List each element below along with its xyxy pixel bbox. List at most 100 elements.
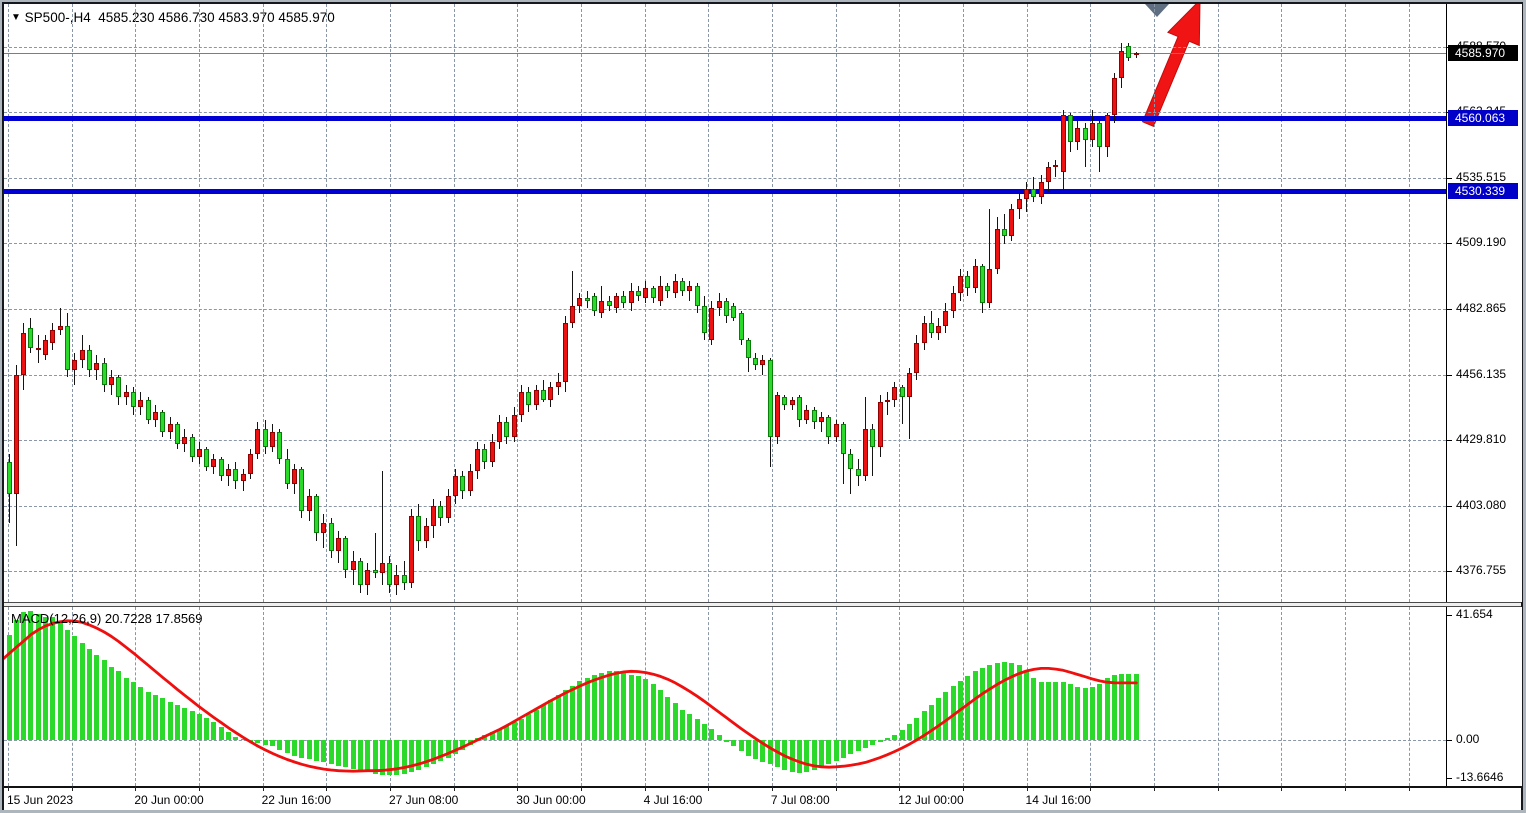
macd-histogram-bar	[862, 740, 868, 748]
candle-body-bull	[57, 325, 63, 331]
vertical-gridline	[198, 607, 200, 786]
macd-histogram-bar	[643, 679, 649, 740]
macd-axis[interactable]: 41.654 0.00 -13.6646	[1446, 607, 1522, 786]
candle-wick	[59, 308, 61, 336]
price-tick-label: 4376.755	[1456, 563, 1507, 578]
macd-histogram-bar	[240, 739, 246, 741]
price-tick-mark	[1447, 308, 1452, 310]
candle-body-bull	[511, 414, 517, 437]
candle-wick	[572, 271, 574, 328]
macd-histogram-bar	[211, 722, 217, 740]
candle-body-bull	[921, 323, 927, 343]
candle-body-bull	[555, 382, 561, 388]
red-up-arrow[interactable]	[4, 4, 1446, 602]
macd-indicator-pane[interactable]: MACD(12,26,9) 20.7228 17.8569	[4, 607, 1446, 786]
time-tick-mark	[1026, 786, 1028, 791]
price-chart-pane[interactable]: ▼ SP500-,H4 4585.230 4586.730 4583.970 4…	[4, 4, 1446, 602]
vertical-gridline	[708, 4, 710, 602]
candle-body-bull	[943, 310, 949, 326]
price-tick-label: 4429.810	[1456, 431, 1507, 446]
macd-histogram-bar	[592, 674, 598, 740]
macd-histogram-bar	[841, 740, 846, 758]
macd-histogram-bar	[789, 740, 795, 772]
macd-histogram-bar	[401, 740, 407, 774]
macd-histogram-bar	[584, 677, 590, 740]
symbol-dropdown-icon[interactable]: ▼	[11, 12, 21, 23]
macd-histogram-bar	[540, 704, 546, 740]
macd-histogram-bar	[335, 740, 341, 766]
macd-histogram-bar	[1067, 684, 1073, 740]
candle-body-bull	[1111, 78, 1117, 116]
macd-histogram-bar	[936, 698, 942, 740]
macd-histogram-bar	[1111, 674, 1117, 740]
time-tick-label: 12 Jul 00:00	[898, 793, 964, 807]
candle-body-bear	[401, 575, 407, 583]
macd-histogram-bar	[679, 709, 685, 740]
candle-body-bear	[101, 362, 107, 385]
macd-histogram-bar	[379, 740, 385, 776]
candle-body-bull	[862, 429, 868, 477]
time-tick-mark	[1408, 786, 1410, 791]
macd-tick-label: 41.654	[1456, 607, 1493, 621]
candle-body-bear	[679, 280, 685, 291]
candle-body-bull	[877, 402, 883, 447]
macd-tick-mark	[1447, 740, 1452, 741]
candle-body-bear	[753, 357, 759, 366]
candle-body-bear	[372, 570, 378, 573]
candle-body-bear	[1002, 229, 1008, 237]
time-tick-label: 30 Jun 00:00	[516, 793, 586, 807]
time-axis[interactable]: 15 Jun 2023 20 Jun 00:00 22 Jun 16:00 27 Ju…	[4, 786, 1521, 810]
time-tick-label: 27 Jun 08:00	[388, 793, 459, 807]
macd-histogram-bar	[797, 740, 803, 773]
candle-body-bear	[504, 421, 510, 437]
candle-body-bull	[270, 431, 276, 447]
macd-histogram-bar	[313, 740, 319, 761]
macd-histogram-bar	[416, 740, 422, 771]
horizontal-gridline	[4, 374, 1446, 376]
candle-body-bear	[606, 300, 612, 306]
macd-histogram-bar	[1031, 677, 1037, 740]
vertical-gridline	[517, 607, 519, 786]
candle-body-bull	[394, 575, 400, 586]
level-price-label: 4560.063	[1448, 109, 1518, 126]
candle-body-bull	[79, 350, 85, 361]
pane-separator[interactable]	[4, 602, 1521, 607]
candle-body-bull	[987, 268, 993, 304]
time-tick-mark	[135, 786, 137, 791]
candle-body-bear	[262, 429, 268, 447]
candle-body-bull	[936, 325, 942, 333]
price-axis[interactable]: 4588.5704562.2454535.5154509.1904482.865…	[1446, 4, 1522, 602]
candle-body-bull	[167, 424, 173, 432]
macd-histogram-bar	[833, 740, 839, 761]
candle-body-bear	[826, 417, 832, 437]
macd-histogram-bar	[1133, 673, 1139, 740]
vertical-gridline	[1281, 4, 1283, 602]
candle-body-bear	[1031, 189, 1037, 197]
macd-histogram-bar	[152, 695, 158, 740]
macd-histogram-bar	[292, 740, 297, 756]
candle-body-bear	[965, 276, 971, 289]
candle-body-bull	[248, 454, 254, 474]
time-tick-label: 4 Jul 16:00	[643, 793, 703, 807]
candle-body-bull	[1133, 53, 1139, 56]
vertical-gridline	[71, 607, 73, 786]
price-tick-mark	[1447, 505, 1452, 507]
candle-body-bear	[204, 449, 210, 467]
candle-body-bull	[819, 417, 825, 422]
candle-wick	[762, 355, 764, 375]
candle-body-bull	[35, 347, 41, 350]
time-tick-mark	[262, 786, 264, 791]
vertical-gridline	[835, 607, 837, 786]
candle-body-bear	[299, 468, 305, 512]
candle-body-bull	[379, 563, 385, 573]
candle-body-bull	[760, 360, 766, 366]
candle-body-bear	[189, 436, 195, 457]
candle-wick	[667, 283, 669, 299]
object-anchor-triangle-icon[interactable]	[1145, 4, 1169, 17]
time-tick-label: 14 Jul 16:00	[1025, 793, 1091, 807]
macd-histogram-bar	[1104, 678, 1110, 740]
candle-body-bull	[884, 399, 890, 403]
candle-body-bull	[789, 399, 795, 405]
macd-histogram-bar	[614, 671, 620, 740]
candle-body-bear	[1067, 115, 1073, 143]
